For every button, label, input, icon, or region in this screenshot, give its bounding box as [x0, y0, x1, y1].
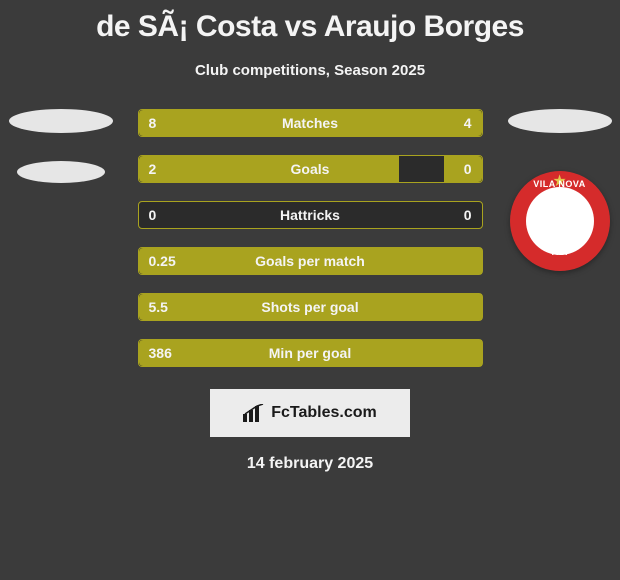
footer-brand-prefix: Fc — [271, 404, 290, 421]
right-player-photo-placeholder — [508, 109, 612, 133]
stat-value-left: 386 — [149, 340, 172, 366]
stat-value-right: 0 — [464, 156, 472, 182]
stat-row: Goals2 0 — [138, 155, 483, 183]
stat-label: Shots per goal — [139, 294, 482, 320]
footer-brand-rest: Tables.com — [290, 404, 377, 421]
stat-value-left: 5.5 — [149, 294, 168, 320]
right-team-crest: ★ VILA NOVA F.C. — [510, 171, 610, 271]
stat-value-left: 0 — [149, 202, 157, 228]
stat-value-left: 2 — [149, 156, 157, 182]
crest-text-bottom: F.C. — [551, 247, 567, 257]
stat-label: Goals per match — [139, 248, 482, 274]
fctables-logo-icon — [243, 404, 265, 422]
crest-text-wrap: VILA NOVA F.C. — [510, 171, 610, 271]
right-player-column: ★ VILA NOVA F.C. — [507, 109, 612, 271]
stat-label: Goals — [139, 156, 482, 182]
page-title: de SÃ¡ Costa vs Araujo Borges — [0, 0, 620, 44]
footer-date: 14 february 2025 — [0, 455, 620, 473]
stat-label: Hattricks — [139, 202, 482, 228]
stat-value-left: 0.25 — [149, 248, 176, 274]
comparison-infographic: de SÃ¡ Costa vs Araujo Borges Club compe… — [0, 0, 620, 580]
page-subtitle: Club competitions, Season 2025 — [0, 62, 620, 79]
left-player-column — [8, 109, 113, 183]
content-area: ★ VILA NOVA F.C. Matches84Goals20Hattric… — [0, 109, 620, 367]
stat-label: Matches — [139, 110, 482, 136]
left-player-photo-placeholder — [9, 109, 113, 133]
stat-value-right: 0 — [464, 202, 472, 228]
crest-text-top: VILA NOVA — [533, 179, 586, 189]
footer-brand-box: FcTables.com — [210, 389, 410, 437]
stats-rows: Matches84Goals20Hattricks00Goals per mat… — [138, 109, 483, 367]
left-team-badge-placeholder — [17, 161, 105, 183]
stat-row: Min per goal386 — [138, 339, 483, 367]
stat-row: Shots per goal5.5 — [138, 293, 483, 321]
stat-row: Matches8 4 — [138, 109, 483, 137]
stat-value-right: 4 — [464, 110, 472, 136]
footer-brand-text: FcTables.com — [271, 404, 377, 422]
stat-value-left: 8 — [149, 110, 157, 136]
stat-row: Goals per match0.25 — [138, 247, 483, 275]
stat-label: Min per goal — [139, 340, 482, 366]
stat-row: Hattricks0 0 — [138, 201, 483, 229]
